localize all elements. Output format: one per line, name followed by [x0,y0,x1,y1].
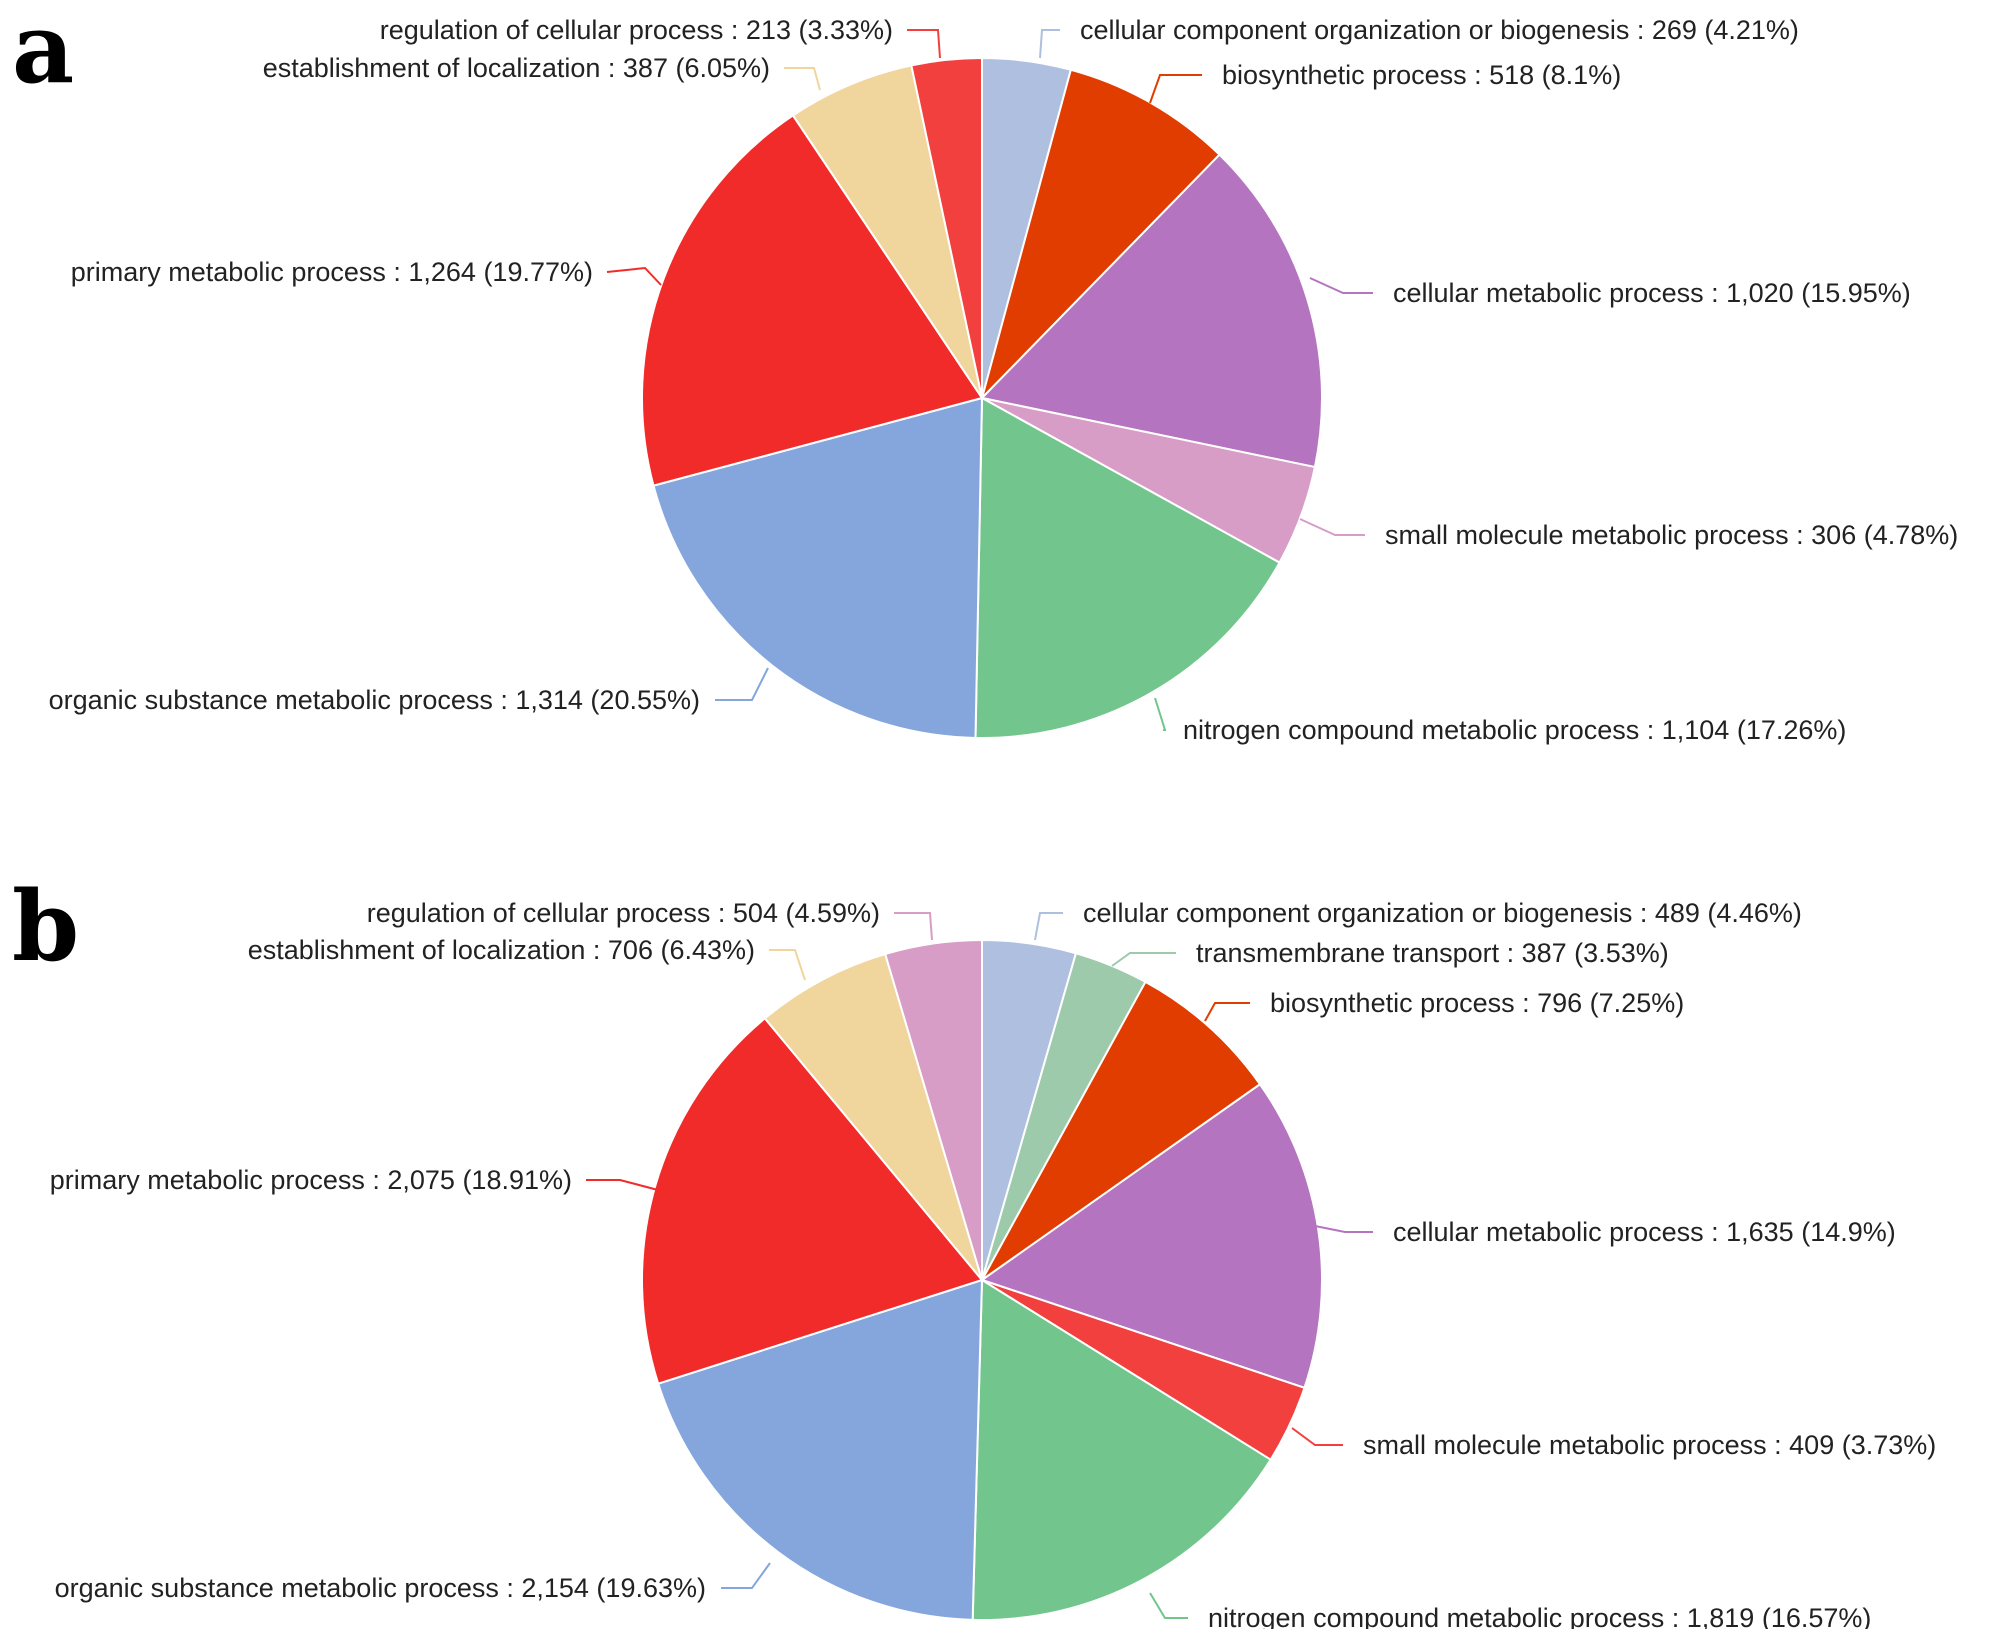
slice-label: regulation of cellular process : 504 (4.… [367,898,880,928]
slice-label: transmembrane transport : 387 (3.53%) [1196,938,1669,968]
leader-line [715,667,769,701]
pie-slice [791,64,983,399]
slice-label: cellular metabolic process : 1,635 (14.9… [1393,1217,1896,1247]
leader-line [586,1179,659,1191]
pie-slice [979,1082,1323,1390]
pie-chart-b: b cellular component organization or bio… [12,870,1936,1629]
leader-line [1204,1002,1250,1022]
pie-slice [980,153,1323,469]
pie-slice [981,980,1262,1281]
slice-label: regulation of cellular process : 213 (3.… [380,15,893,45]
pie-slices [641,938,1323,1621]
slice-label: organic substance metabolic process : 2,… [55,1573,706,1603]
pie-chart-a: a cellular component organization or bio… [12,0,1958,745]
slice-label: small molecule metabolic process : 409 (… [1363,1430,1936,1460]
pie-slice [910,56,983,399]
pie-slices [641,56,1323,739]
leader-line [1111,952,1176,967]
leader-line [769,949,806,981]
slice-label: organic substance metabolic process : 1,… [49,685,700,715]
pie-slice [641,114,984,487]
pie-slice [656,1278,984,1621]
leader-line [1309,1224,1373,1233]
leader-line [1034,912,1063,941]
leader-line [721,1562,771,1589]
slice-label: establishment of localization : 706 (6.4… [248,935,755,965]
leader-line [907,29,941,59]
pie-slice [971,1278,1273,1621]
pie-slice [652,396,984,739]
pie-slice [763,952,983,1281]
panel-letter-b: b [12,870,79,983]
panel-letter-a: a [12,0,74,105]
leader-line [784,67,821,91]
leader-line [1154,697,1167,731]
slice-label: biosynthetic process : 796 (7.25%) [1270,988,1684,1018]
slice-label: primary metabolic process : 2,075 (18.91… [50,1165,572,1195]
leader-line [1291,1427,1343,1446]
slice-label: small molecule metabolic process : 306 (… [1385,520,1958,550]
slice-label: establishment of localization : 387 (6.0… [263,53,770,83]
leader-line [1039,29,1060,59]
slice-label: biosynthetic process : 518 (8.1%) [1222,60,1621,90]
pie-slice [641,1016,984,1385]
slice-label: cellular metabolic process : 1,020 (15.9… [1393,278,1911,308]
slice-label: primary metabolic process : 1,264 (19.77… [71,257,593,287]
leader-line [1299,518,1365,536]
pie-slice [883,938,983,1281]
leader-line [894,912,933,941]
pie-slice [974,396,1281,739]
slice-label: cellular component organization or bioge… [1080,15,1799,45]
leader-line [1149,1592,1188,1619]
slice-label: cellular component organization or bioge… [1083,898,1802,928]
leader-line [606,266,662,286]
leader-line [1149,74,1202,104]
slice-label: nitrogen compound metabolic process : 1,… [1208,1603,1871,1629]
leader-line [1309,277,1373,294]
slice-label: nitrogen compound metabolic process : 1,… [1183,715,1846,745]
